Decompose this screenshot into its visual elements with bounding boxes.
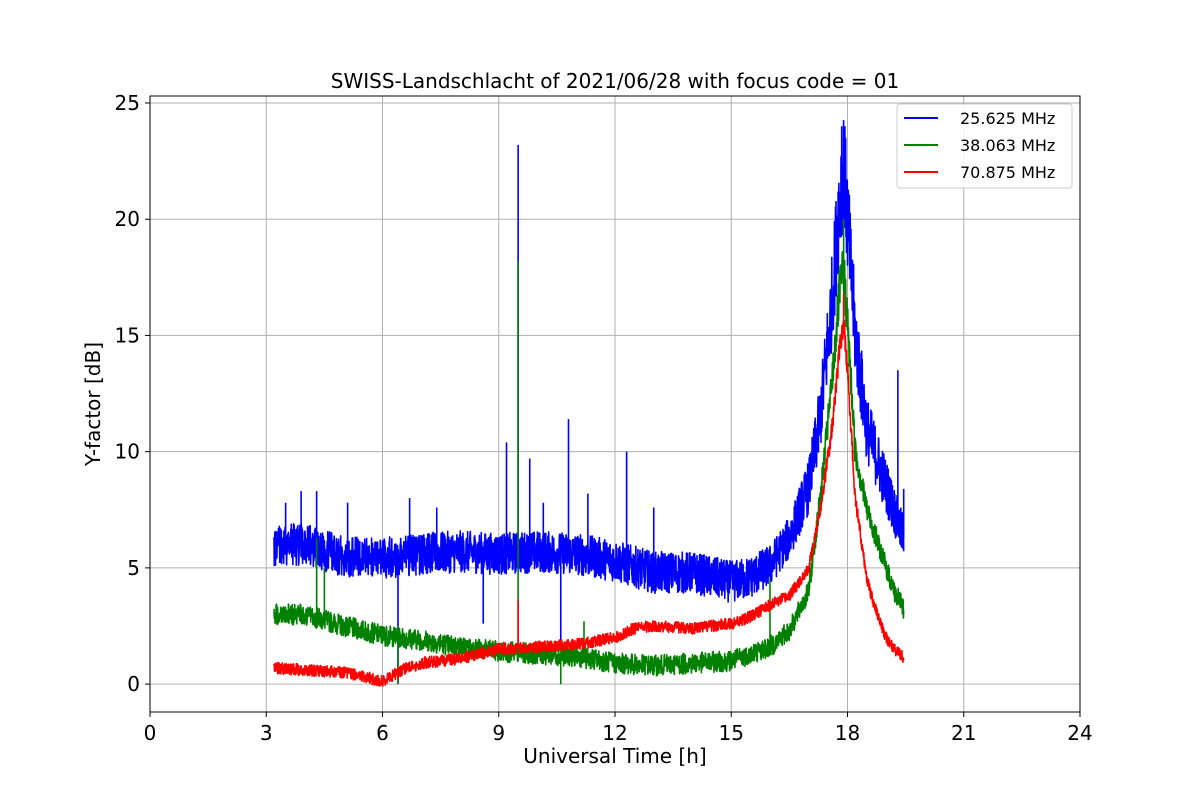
x-tick-label: 3 <box>260 721 273 745</box>
x-tick-label: 6 <box>376 721 389 745</box>
series-line-70-875-MHz <box>273 293 905 687</box>
x-tick-label: 21 <box>951 721 976 745</box>
y-tick-label: 5 <box>127 556 140 580</box>
x-tick-label: 15 <box>719 721 744 745</box>
x-tick-label: 12 <box>602 721 627 745</box>
x-axis-label: Universal Time [h] <box>523 744 706 768</box>
series-line-25-625-MHz <box>273 119 905 685</box>
y-axis-ticks: 0 5 10 15 20 25 <box>115 91 150 696</box>
chart-title: SWISS-Landschlacht of 2021/06/28 with fo… <box>331 69 899 93</box>
x-tick-label: 9 <box>492 721 505 745</box>
series-lines <box>273 119 905 687</box>
legend-label-38063: 38.063 MHz <box>960 136 1055 155</box>
x-tick-label: 24 <box>1067 721 1092 745</box>
series-line-38-063-MHz <box>273 219 905 685</box>
y-tick-label: 0 <box>127 672 140 696</box>
x-axis-ticks: 0 3 6 9 12 15 18 21 24 <box>144 712 1093 745</box>
legend: 25.625 MHz 38.063 MHz 70.875 MHz <box>896 103 1073 189</box>
y-axis-label: Y-factor [dB] <box>81 342 105 467</box>
y-tick-label: 10 <box>115 440 140 464</box>
x-tick-label: 0 <box>144 721 157 745</box>
x-tick-label: 18 <box>835 721 860 745</box>
legend-box <box>896 103 1073 189</box>
y-tick-label: 20 <box>115 207 140 231</box>
legend-label-70875: 70.875 MHz <box>960 163 1055 182</box>
legend-label-25625: 25.625 MHz <box>960 109 1055 128</box>
y-tick-label: 25 <box>115 91 140 115</box>
y-tick-label: 15 <box>115 323 140 347</box>
